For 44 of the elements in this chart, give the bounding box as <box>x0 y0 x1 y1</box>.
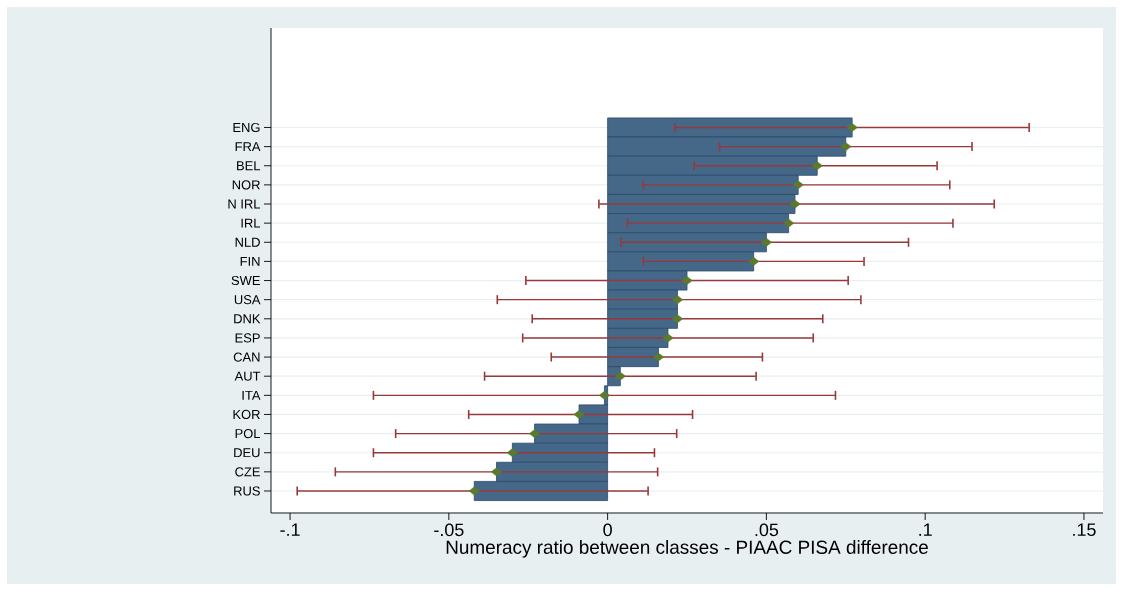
y-tick-label: POL <box>235 429 261 439</box>
point <box>573 410 585 419</box>
point <box>846 123 858 132</box>
x-tick-label: .05 <box>755 523 779 537</box>
point <box>789 199 801 209</box>
y-tick-label: IRL <box>241 218 261 228</box>
point <box>760 237 772 247</box>
x-tick-label: -.1 <box>280 523 300 536</box>
x-tick-label: .15 <box>1073 523 1096 537</box>
y-tick-label: KOR <box>233 409 260 420</box>
point <box>792 180 804 190</box>
y-tick-label: DNK <box>234 314 261 324</box>
point <box>783 218 795 228</box>
y-tick-label: DEU <box>234 448 260 458</box>
point <box>811 161 823 171</box>
point <box>748 257 760 266</box>
y-tick-label: NLD <box>235 237 260 247</box>
y-tick-label: CZE <box>235 467 260 477</box>
y-tick-label: FIN <box>240 256 260 266</box>
x-tick-label: .1 <box>919 523 932 536</box>
y-tick-label: ITA <box>242 390 261 400</box>
point <box>840 142 852 151</box>
y-tick-label: ESP <box>235 333 260 343</box>
y-tick-label: FRA <box>235 142 261 152</box>
point <box>662 333 674 343</box>
y-tick-label: BEL <box>237 161 261 171</box>
point <box>652 352 664 362</box>
y-tick-label: ENG <box>233 122 260 133</box>
y-tick-label: AUT <box>234 371 261 381</box>
y-tick-label: USA <box>234 295 261 305</box>
point <box>529 429 541 438</box>
point <box>681 276 693 285</box>
point <box>671 314 684 324</box>
x-axis-title: Numeracy ratio between classes - PIAAC PISA difference <box>446 540 928 558</box>
point <box>490 467 503 477</box>
y-tick-label: N IRL <box>228 199 261 209</box>
x-tick-label: 0 <box>603 523 612 537</box>
y-tick-label: NOR <box>232 180 260 190</box>
x-tick-label: -.05 <box>434 523 464 537</box>
point <box>506 448 518 458</box>
y-tick-label: CAN <box>233 352 260 362</box>
y-tick-label: RUS <box>234 486 260 496</box>
point <box>468 486 480 496</box>
y-tick-label: SWE <box>231 275 260 286</box>
